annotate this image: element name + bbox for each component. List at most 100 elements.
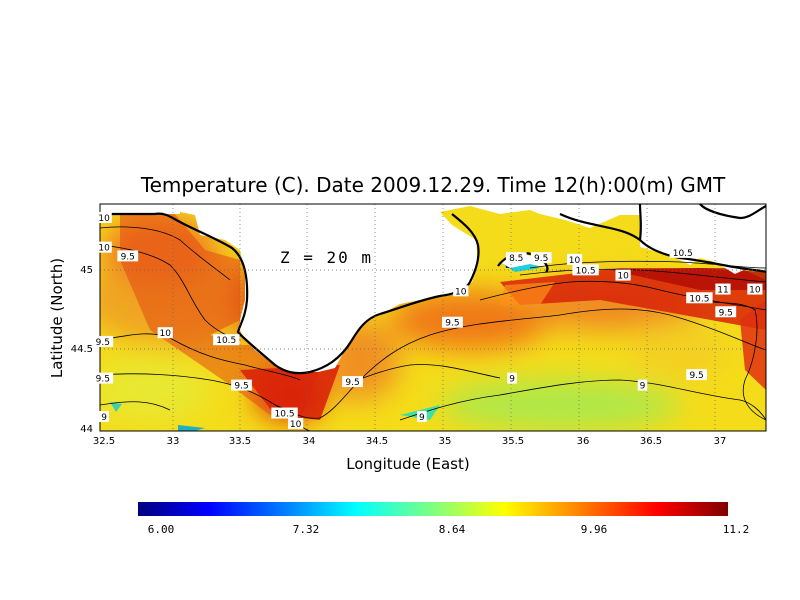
contour-label-bg <box>615 269 631 281</box>
contour-label-text: 9.5 <box>445 319 459 329</box>
contour-label: 9.5 <box>686 369 708 381</box>
contour-label-bg <box>213 334 240 346</box>
contour-label: 9 <box>99 411 109 423</box>
contour-label: 9.5 <box>92 372 114 385</box>
y-tick: 44 <box>80 424 93 435</box>
colorbar-tick: 6.00 <box>148 523 175 536</box>
contour-label-bg <box>288 418 304 430</box>
contour-label: 10.5 <box>669 246 696 259</box>
contour-label-bg <box>99 411 109 423</box>
x-tick: 37 <box>714 436 727 447</box>
contour-label-text: 10 <box>98 214 110 224</box>
contour-label-bg <box>342 376 363 388</box>
colorbar-tick: 9.96 <box>581 523 608 536</box>
x-tick: 35 <box>439 436 452 447</box>
contour-label: 10 <box>96 241 112 254</box>
contour-label: 10.5 <box>686 292 713 304</box>
contour-label: 10 <box>615 269 631 282</box>
contour-label: 10 <box>288 418 304 430</box>
contour-label-text: 10.5 <box>576 266 596 276</box>
contour-label-bg <box>117 250 139 262</box>
contour-label-text: 10 <box>159 329 171 339</box>
contour-label-text: 9.5 <box>96 375 110 385</box>
depth-annotation: Z = 20 m <box>280 248 373 267</box>
contour-label-bg <box>686 292 713 304</box>
contour-label: 10 <box>157 327 173 339</box>
contour-label-text: 9.5 <box>96 338 110 348</box>
chart-title: Temperature (C). Date 2009.12.29. Time 1… <box>140 173 726 197</box>
contour-label-text: 9.5 <box>345 378 359 388</box>
colorbar: 6.00 7.32 8.64 9.96 11.2 <box>138 502 749 536</box>
contour-label: 10 <box>453 285 469 297</box>
contour-label-bg <box>453 285 469 297</box>
x-tick: 35.5 <box>502 436 524 447</box>
contour-label: 9.5 <box>231 379 252 392</box>
contour-label: 9.5 <box>530 252 552 264</box>
contour-label-bg <box>566 253 583 265</box>
contour-label: 10 <box>747 283 763 296</box>
contour-label-text: 10 <box>569 256 581 266</box>
contour-label: 9 <box>417 411 427 423</box>
y-tick: 44.5 <box>71 344 93 355</box>
contour-label-text: 9 <box>101 413 107 423</box>
contour-label-bg <box>686 369 708 381</box>
contour-label: 9.5 <box>117 250 139 262</box>
x-tick: 33 <box>167 436 180 447</box>
contour-label: 10.5 <box>213 334 240 346</box>
contour-label-text: 10.5 <box>275 410 295 420</box>
contour-label-bg <box>747 283 763 295</box>
x-axis: 32.5 33 33.5 34 34.5 35 35.5 36 36.5 37 … <box>93 436 727 473</box>
contour-label-bg <box>157 327 173 339</box>
contour-label-text: 9.5 <box>719 308 733 318</box>
contour-label-text: 9 <box>419 413 425 423</box>
contour-label: 9.5 <box>715 306 737 318</box>
contour-label-bg <box>507 372 517 384</box>
contour-label-text: 10 <box>98 244 110 254</box>
contour-label-bg <box>417 411 427 423</box>
contour-label: 10 <box>96 211 112 224</box>
colorbar-tick: 11.2 <box>723 523 750 536</box>
contour-label-text: 9.5 <box>234 382 248 392</box>
contour-label-bg <box>442 316 463 328</box>
contour-label: 8.5 <box>505 252 527 264</box>
x-tick: 34.5 <box>366 436 388 447</box>
contour-label-text: 10.5 <box>216 336 236 346</box>
contour-label: 9.5 <box>342 376 363 388</box>
contour-label: 11 <box>715 283 731 296</box>
contour-label-text: 10 <box>290 420 302 430</box>
contour-label-text: 9.5 <box>534 254 548 264</box>
contour-label-text: 9 <box>640 382 646 392</box>
contour-label-bg <box>96 211 112 223</box>
contour-label-bg <box>92 335 114 347</box>
x-tick: 36 <box>577 436 590 447</box>
contour-label-text: 9 <box>509 375 515 385</box>
x-axis-label: Longitude (East) <box>346 455 469 473</box>
contour-label: 9 <box>507 372 517 385</box>
contour-label-text: 10 <box>617 272 629 282</box>
contour-label-bg <box>669 246 696 258</box>
x-tick: 34 <box>303 436 316 447</box>
grid-lines <box>100 204 766 431</box>
contour-label: 10.5 <box>271 407 298 420</box>
x-tick: 32.5 <box>93 436 115 447</box>
contour-label-bg <box>231 379 252 391</box>
contour-label-text: 8.5 <box>509 254 523 264</box>
contour-label: 10.5 <box>572 264 599 276</box>
contour-label: 9.5 <box>92 335 114 348</box>
plot-frame <box>99 203 767 432</box>
contour-label-bg <box>572 264 599 276</box>
contour-label: 10 <box>566 253 583 266</box>
contour-label-text: 10 <box>455 287 467 297</box>
colorbar-tick: 7.32 <box>293 523 320 536</box>
contour-label-text: 11 <box>717 286 728 296</box>
colorbar-gradient <box>138 502 728 516</box>
x-tick: 33.5 <box>229 436 251 447</box>
contour-label-text: 9.5 <box>121 252 135 262</box>
y-axis: 44 44.5 45 Latitude (North) <box>48 258 93 435</box>
contour-label-text: 10.5 <box>689 294 709 304</box>
contour-label-bg <box>530 252 552 264</box>
contour-label-bg <box>96 241 112 253</box>
contour-label: 9 <box>637 379 648 392</box>
